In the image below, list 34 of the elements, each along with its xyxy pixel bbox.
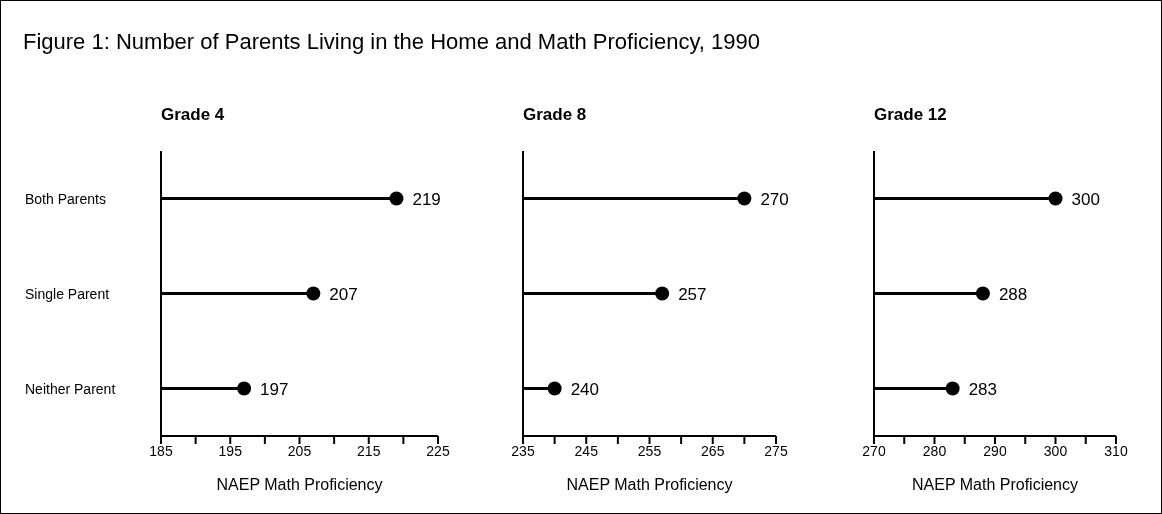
x-tick-label: 290 xyxy=(983,442,1007,459)
x-axis-title: NAEP Math Proficiency xyxy=(566,476,733,493)
chart-title: Figure 1: Number of Parents Living in the Home and Math Proficiency, 1990 xyxy=(23,29,760,55)
data-label: 219 xyxy=(412,189,441,209)
chart-subtitle: Grade 8 xyxy=(522,104,588,126)
x-tick-label: 275 xyxy=(764,442,788,459)
data-label: 270 xyxy=(760,189,789,209)
chart-subtitle: Grade 4 xyxy=(160,104,226,126)
x-tick-label: 245 xyxy=(574,442,599,459)
x-tick-label: 255 xyxy=(637,442,662,459)
x-tick-label: 310 xyxy=(1104,442,1128,459)
data-label: 300 xyxy=(1071,189,1100,209)
y-tick-label: Neither Parent xyxy=(25,380,116,397)
y-tick-label: Both Parents xyxy=(25,190,106,207)
x-tick-label: 280 xyxy=(922,442,947,459)
x-tick-label: 195 xyxy=(218,442,243,459)
x-tick-label: 235 xyxy=(511,442,535,459)
chart-subtitle: Grade 12 xyxy=(873,104,948,126)
y-tick-label: Single Parent xyxy=(25,285,110,302)
data-label: 240 xyxy=(570,379,599,399)
data-label: 283 xyxy=(968,379,998,399)
data-label: 197 xyxy=(260,379,289,399)
x-tick-label: 215 xyxy=(357,442,381,459)
x-tick-label: 270 xyxy=(862,442,886,459)
x-tick-label: 225 xyxy=(426,442,450,459)
x-axis-title: NAEP Math Proficiency xyxy=(912,476,1078,493)
data-label: 257 xyxy=(678,284,707,304)
data-label: 288 xyxy=(998,284,1028,304)
data-label: 207 xyxy=(329,284,358,304)
x-tick-label: 205 xyxy=(287,442,312,459)
x-tick-label: 185 xyxy=(149,442,173,459)
x-tick-label: 265 xyxy=(701,442,725,459)
x-axis-title: NAEP Math Proficiency xyxy=(216,476,383,493)
x-tick-label: 300 xyxy=(1043,442,1068,459)
